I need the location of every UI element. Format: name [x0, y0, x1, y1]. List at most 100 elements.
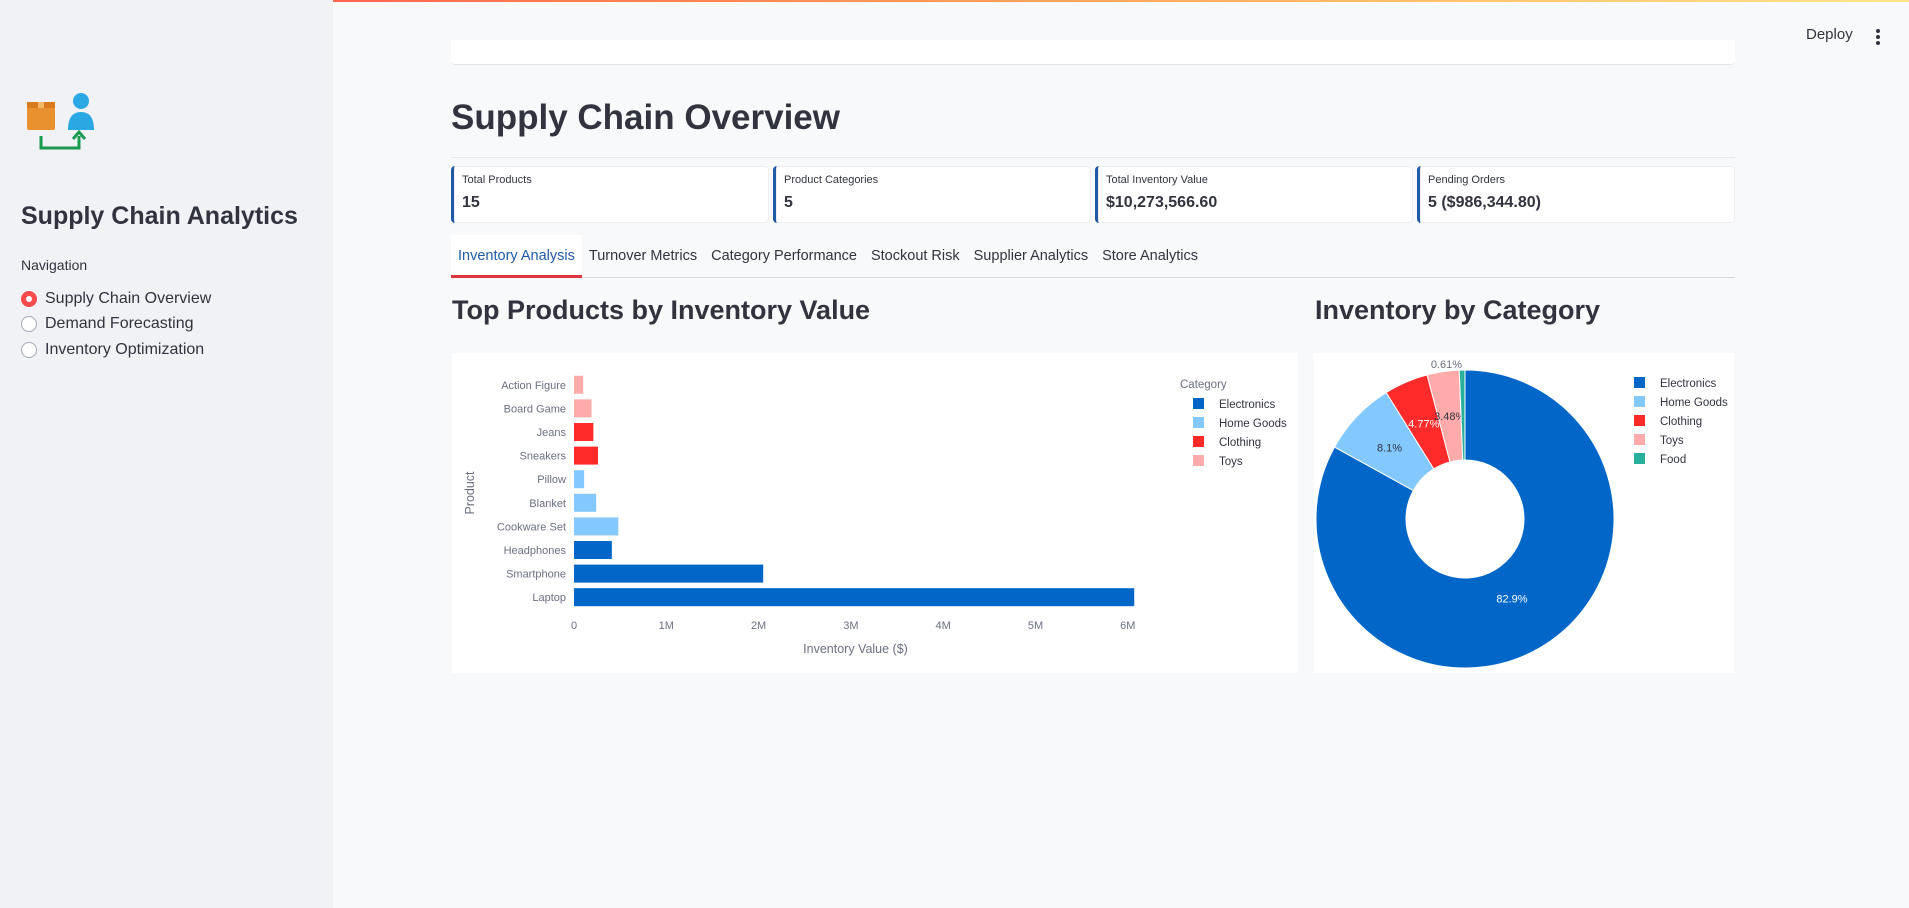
legend-title: Category	[1180, 379, 1227, 391]
x-tick-label: 0	[571, 620, 577, 632]
metric-product-categories: Product Categories 5	[773, 166, 1091, 223]
donut-chart[interactable]: 82.9% 8.1% 4.77%3.48% 0.61% Electronics Home …	[1314, 353, 1734, 673]
legend-label: Home Goods	[1219, 418, 1287, 430]
bar-chart-panel: Action Figure Board Game Jeans Sneakers Pill…	[452, 353, 1298, 673]
nav-item-label: Supply Chain Overview	[45, 289, 212, 307]
metric-label: Total Products	[462, 174, 532, 186]
metrics-row: Total Products 15 Product Categories 5 T…	[451, 166, 1735, 223]
tab-bar: Inventory Analysis Turnover Metrics Cate…	[451, 235, 1735, 278]
legend-swatch	[1634, 434, 1645, 445]
top-container	[451, 40, 1735, 65]
legend-swatch	[1193, 455, 1204, 466]
kebab-icon[interactable]	[1872, 26, 1884, 46]
bar-smartphone[interactable]	[574, 564, 764, 583]
radio-unselected-icon[interactable]	[21, 316, 37, 333]
legend-label: Electronics	[1219, 399, 1275, 411]
bar-sneakers[interactable]	[574, 446, 598, 465]
x-tick-label: 5M	[1028, 620, 1043, 632]
y-tick-label: Headphones	[504, 545, 567, 557]
y-tick-label: Cookware Set	[497, 521, 566, 533]
y-tick-label: Sneakers	[520, 451, 567, 463]
sidebar-title: Supply Chain Analytics	[21, 202, 298, 230]
tab-turnover-metrics[interactable]: Turnover Metrics	[588, 248, 698, 264]
legend-label: Home Goods	[1660, 397, 1728, 409]
metric-label: Product Categories	[784, 174, 879, 186]
metric-value: $10,273,566.60	[1106, 194, 1218, 211]
slice-label: 4.77%	[1408, 419, 1439, 431]
x-tick-label: 3M	[843, 620, 858, 632]
divider	[451, 157, 1735, 158]
radio-selected-icon[interactable]	[21, 290, 37, 307]
y-tick-label: Smartphone	[506, 569, 566, 581]
metric-label: Pending Orders	[1428, 174, 1506, 186]
x-tick-label: 2M	[751, 620, 766, 632]
bar-headphones[interactable]	[574, 541, 612, 559]
legend-label: Toys	[1219, 456, 1243, 468]
legend-swatch	[1634, 415, 1645, 426]
supply-chain-logo-icon	[27, 93, 94, 150]
y-tick-label: Action Figure	[501, 380, 566, 392]
metric-label: Total Inventory Value	[1106, 174, 1208, 186]
slice-electronics[interactable]	[1315, 369, 1615, 669]
x-axis-label: Inventory Value ($)	[803, 642, 908, 656]
nav-item-inventory-optimization[interactable]: Inventory Optimization	[21, 337, 211, 363]
metric-value: 5 ($986,344.80)	[1428, 194, 1541, 211]
bar-chart[interactable]: Action Figure Board Game Jeans Sneakers Pill…	[452, 353, 1298, 673]
top-accent-bar	[0, 0, 1909, 2]
tab-stockout-risk[interactable]: Stockout Risk	[870, 248, 960, 264]
legend-label: Toys	[1660, 435, 1684, 447]
x-tick-label: 4M	[936, 620, 951, 632]
legend-swatch	[1193, 417, 1204, 428]
y-tick-label: Jeans	[537, 427, 567, 439]
x-tick-label: 1M	[659, 620, 674, 632]
pie-chart-title: Inventory by Category	[1315, 295, 1601, 325]
page-title: Supply Chain Overview	[451, 98, 840, 137]
bar-cookware-set[interactable]	[574, 517, 619, 536]
sidebar: Supply Chain Analytics Navigation Supply…	[0, 0, 333, 908]
x-tick-label: 6M	[1120, 620, 1135, 632]
legend-label: Clothing	[1219, 437, 1261, 449]
legend-label: Clothing	[1660, 416, 1702, 428]
bar-board-game[interactable]	[574, 399, 592, 418]
tab-store-analytics[interactable]: Store Analytics	[1102, 248, 1199, 264]
metric-total-products: Total Products 15	[451, 166, 769, 223]
navigation-label: Navigation	[21, 257, 88, 273]
y-tick-label: Board Game	[504, 403, 566, 415]
y-tick-label: Pillow	[537, 474, 566, 486]
bar-blanket[interactable]	[574, 493, 597, 512]
slice-label: 8.1%	[1377, 442, 1402, 454]
legend-swatch	[1634, 377, 1645, 388]
nav-item-label: Demand Forecasting	[45, 315, 194, 333]
tab-supplier-analytics[interactable]: Supplier Analytics	[973, 248, 1089, 264]
pie-chart-panel: 82.9% 8.1% 4.77% 3.48% 0.61% Electronics Home …	[1314, 353, 1734, 673]
bar-laptop[interactable]	[574, 588, 1135, 607]
slice-label: 0.61%	[1431, 359, 1462, 371]
bar-jeans[interactable]	[574, 423, 594, 441]
bar-chart-title: Top Products by Inventory Value	[452, 295, 871, 325]
metric-value: 15	[462, 194, 480, 211]
tab-inventory-analysis[interactable]: Inventory Analysis	[451, 235, 582, 278]
nav-item-demand-forecasting[interactable]: Demand Forecasting	[21, 312, 211, 338]
slice-label: 3.48%	[1434, 411, 1465, 423]
deploy-button[interactable]: Deploy	[1806, 26, 1853, 43]
legend-swatch	[1634, 453, 1645, 464]
nav-item-label: Inventory Optimization	[45, 340, 205, 358]
legend-swatch	[1634, 396, 1645, 407]
navigation-radio-group: Supply Chain Overview Demand Forecasting…	[21, 286, 211, 363]
bar-action-figure[interactable]	[574, 375, 584, 394]
y-tick-label: Laptop	[532, 592, 566, 604]
y-axis-label: Product	[463, 471, 477, 515]
bar-pillow[interactable]	[574, 470, 585, 489]
radio-unselected-icon[interactable]	[21, 341, 37, 358]
slice-food[interactable]	[1458, 369, 1466, 461]
metric-total-inventory-value: Total Inventory Value $10,273,566.60	[1095, 166, 1413, 223]
legend-label: Electronics	[1660, 378, 1716, 390]
metric-value: 5	[784, 194, 793, 211]
nav-item-supply-chain-overview[interactable]: Supply Chain Overview	[21, 286, 211, 312]
legend-swatch	[1193, 398, 1204, 409]
y-tick-label: Blanket	[529, 498, 566, 510]
metric-pending-orders: Pending Orders 5 ($986,344.80)	[1417, 166, 1735, 223]
slice-label: 82.9%	[1496, 594, 1527, 606]
tab-category-performance[interactable]: Category Performance	[711, 248, 857, 264]
legend-label: Food	[1660, 454, 1686, 466]
